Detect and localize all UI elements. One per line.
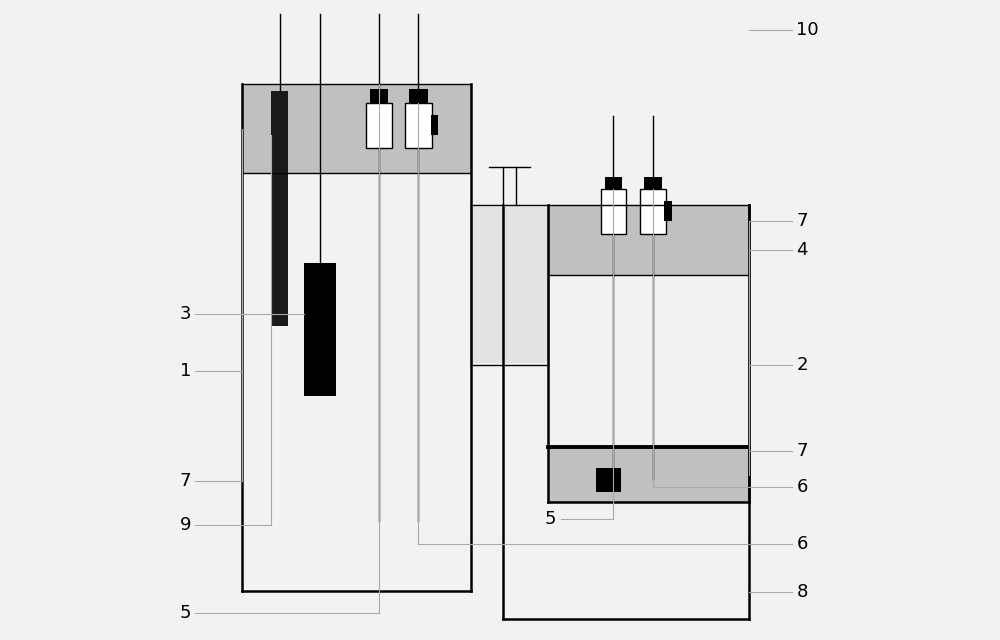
Bar [473,207,547,364]
Bar [370,90,388,103]
Bar [405,103,432,148]
Bar [548,205,749,275]
Bar [605,177,622,189]
Text: 6: 6 [796,535,808,554]
Text: 4: 4 [796,241,808,259]
Text: 5: 5 [545,510,556,528]
Bar [548,447,749,502]
Bar [431,115,438,136]
Text: 1: 1 [180,362,191,380]
Bar [596,468,621,492]
Bar [242,84,471,173]
Text: 5: 5 [179,604,191,622]
Bar [601,189,626,234]
Text: 3: 3 [179,305,191,323]
Text: 8: 8 [796,583,808,601]
Bar [640,189,666,234]
Text: 10: 10 [796,21,819,39]
Bar [409,90,428,103]
Text: 7: 7 [796,442,808,460]
Bar [644,177,662,189]
Bar [366,103,392,148]
Bar [304,262,336,396]
Text: 6: 6 [796,478,808,496]
Bar [271,91,288,326]
Text: 7: 7 [179,472,191,490]
Text: 2: 2 [796,356,808,374]
Text: 7: 7 [796,212,808,230]
Text: 9: 9 [179,516,191,534]
Bar [664,202,672,221]
